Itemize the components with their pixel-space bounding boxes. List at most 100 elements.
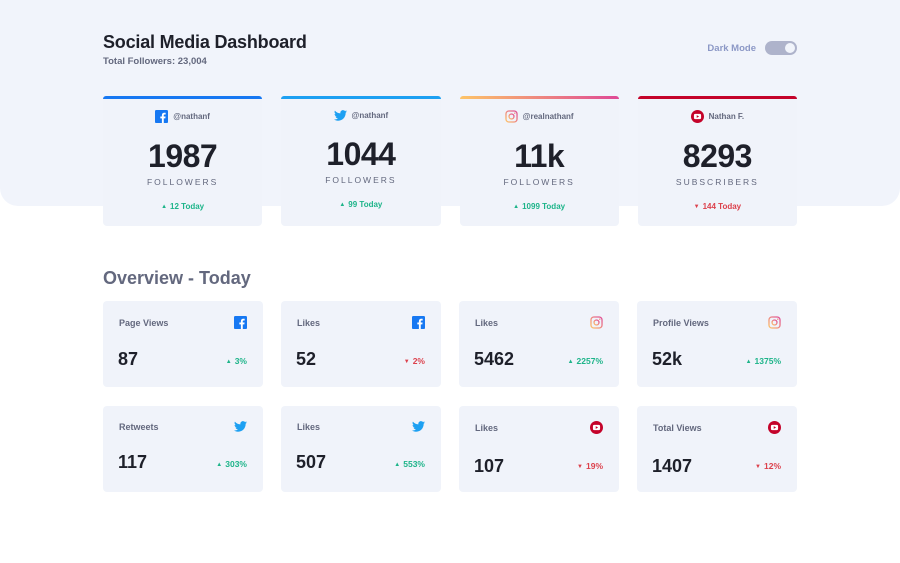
facebook-icon [155, 110, 169, 123]
overview-change: ▲ 3% [226, 356, 247, 366]
trend-arrow-icon: ▲ [567, 359, 574, 365]
overview-value: 5462 [474, 349, 515, 369]
follower-card-instagram[interactable]: @realnathanf 11k FOLLOWERS ▲ 1099 Today [459, 96, 619, 226]
overview-value: 117 [118, 452, 148, 472]
trend-arrow-icon: ▼ [755, 464, 761, 470]
overview-change-text: 303% [225, 459, 247, 469]
toggle-knob [785, 43, 795, 53]
facebook-icon [234, 316, 247, 329]
overview-card[interactable]: Likes 5462 ▲ 2257% [459, 301, 619, 387]
follower-unit: FOLLOWERS [146, 177, 219, 187]
overview-value: 507 [296, 452, 327, 472]
follower-cards: @nathanf 1987 FOLLOWERS ▲ 12 Today @natha… [103, 96, 797, 226]
today-change: ▼ 144 Today [638, 202, 797, 211]
trend-arrow-icon: ▼ [693, 204, 700, 210]
overview-change-text: 553% [403, 459, 425, 469]
trend-arrow-icon: ▲ [339, 202, 346, 208]
trend-arrow-icon: ▼ [577, 464, 583, 470]
overview-card[interactable]: Page Views 87 ▲ 3% [103, 301, 263, 387]
overview-change-text: 2% [412, 356, 425, 366]
overview-change: ▼ 19% [577, 461, 603, 471]
handle-text: Nathan F. [708, 112, 745, 121]
youtube-icon [590, 421, 603, 434]
overview-value: 87 [118, 349, 139, 369]
card-handle: @realnathanf [460, 110, 619, 123]
overview-change: ▲ 553% [394, 459, 425, 469]
overview-value: 52k [652, 349, 683, 369]
card-handle: @nathanf [103, 110, 262, 123]
trend-arrow-icon: ▲ [394, 462, 401, 468]
today-change-text: 144 Today [702, 202, 742, 211]
instagram-icon [504, 110, 518, 123]
follower-card-twitter[interactable]: @nathanf 1044 FOLLOWERS ▲ 99 Today [281, 96, 441, 226]
follower-count: 8293 [682, 138, 753, 174]
page-title: Social Media Dashboard [103, 32, 307, 52]
total-followers: Total Followers: 23,004 [103, 56, 207, 67]
handle-text: @realnathanf [522, 112, 574, 121]
trend-arrow-icon: ▲ [161, 204, 168, 210]
overview-card[interactable]: Retweets 117 ▲ 303% [103, 406, 263, 492]
trend-arrow-icon: ▲ [216, 462, 223, 468]
overview-title: Overview - Today [103, 268, 251, 288]
today-change-text: 99 Today [348, 200, 383, 209]
follower-unit: FOLLOWERS [503, 177, 575, 187]
overview-card[interactable]: Likes 52 ▼ 2% [281, 301, 441, 387]
overview-change-text: 1375% [754, 356, 781, 366]
facebook-icon [412, 316, 425, 329]
overview-metric: Profile Views [653, 318, 709, 328]
trend-arrow-icon: ▲ [225, 359, 232, 365]
dark-mode-label: Dark Mode [707, 42, 756, 54]
card-accent-bar [281, 96, 441, 99]
follower-card-youtube[interactable]: Nathan F. 8293 SUBSCRIBERS ▼ 144 Today [637, 96, 797, 226]
overview-card[interactable]: Profile Views 52k ▲ 1375% [637, 301, 797, 387]
overview-card[interactable]: Likes 107 ▼ 19% [459, 406, 619, 492]
dark-mode-control[interactable]: Dark Mode [707, 41, 797, 55]
overview-card[interactable]: Total Views 1407 ▼ 12% [637, 406, 797, 492]
twitter-icon [412, 421, 425, 432]
follower-unit: SUBSCRIBERS [675, 177, 759, 187]
card-handle: @nathanf [281, 110, 440, 121]
trend-arrow-icon: ▼ [403, 359, 410, 365]
overview-change: ▼ 2% [404, 356, 425, 366]
card-handle: Nathan F. [638, 110, 797, 123]
overview-metric: Total Views [653, 423, 702, 433]
follower-count: 1987 [148, 138, 218, 174]
overview-change-text: 19% [585, 461, 603, 471]
overview-value: 52 [296, 349, 317, 369]
card-accent-bar [637, 96, 797, 99]
overview-metric: Likes [475, 318, 499, 328]
overview-value: 1407 [652, 456, 693, 476]
overview-grid: Page Views 87 ▲ 3% Likes 52 ▼ 2% Likes 546… [103, 301, 797, 492]
twitter-icon [333, 110, 347, 121]
today-change: ▲ 12 Today [103, 202, 262, 211]
handle-text: @nathanf [351, 111, 389, 120]
trend-arrow-icon: ▲ [745, 359, 752, 365]
overview-change: ▼ 12% [755, 461, 781, 471]
overview-value: 107 [474, 456, 505, 476]
overview-change: ▲ 303% [216, 459, 247, 469]
overview-change-text: 2257% [576, 356, 603, 366]
overview-metric: Likes [475, 423, 499, 433]
today-change: ▲ 99 Today [281, 200, 440, 209]
handle-text: @nathanf [173, 112, 210, 121]
overview-metric: Retweets [119, 422, 159, 432]
youtube-icon [690, 110, 704, 123]
overview-change: ▲ 2257% [568, 356, 603, 366]
trend-arrow-icon: ▲ [513, 204, 520, 210]
card-accent-bar [103, 96, 263, 99]
follower-count: 11k [514, 138, 565, 174]
overview-metric: Likes [297, 318, 321, 328]
overview-card[interactable]: Likes 507 ▲ 553% [281, 406, 441, 492]
today-change: ▲ 1099 Today [460, 202, 619, 211]
dark-mode-toggle[interactable] [765, 41, 797, 55]
instagram-icon [590, 316, 603, 329]
youtube-icon [768, 421, 781, 434]
instagram-icon [768, 316, 781, 329]
follower-unit: FOLLOWERS [325, 175, 397, 185]
follower-card-facebook[interactable]: @nathanf 1987 FOLLOWERS ▲ 12 Today [103, 96, 263, 226]
card-accent-bar [459, 96, 619, 99]
overview-change-text: 12% [763, 461, 781, 471]
overview-metric: Page Views [119, 318, 169, 328]
dashboard-header: Social Media Dashboard Total Followers: … [103, 32, 797, 72]
overview-change: ▲ 1375% [746, 356, 781, 366]
